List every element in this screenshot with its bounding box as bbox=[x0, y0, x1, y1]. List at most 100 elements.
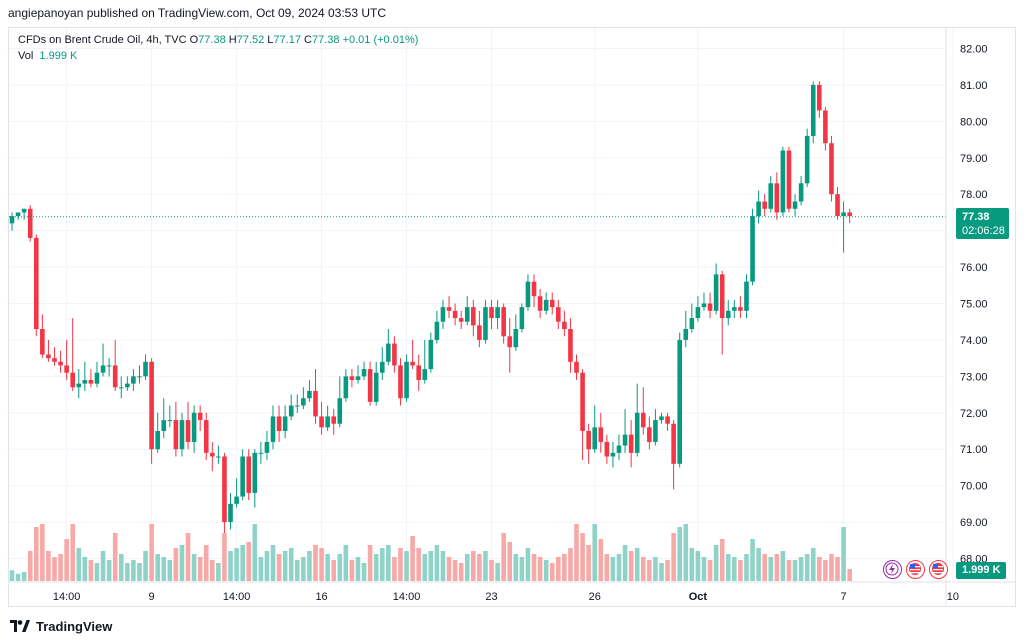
symbol-legend[interactable]: CFDs on Brent Crude Oil, 4h, TVC O77.38 … bbox=[18, 34, 418, 46]
candle-body bbox=[665, 416, 670, 424]
volume-bar bbox=[27, 551, 33, 581]
volume-bar bbox=[264, 551, 270, 581]
volume-bar bbox=[786, 560, 792, 581]
volume-bar bbox=[21, 572, 27, 581]
candle-body bbox=[695, 307, 701, 319]
chart-frame[interactable] bbox=[8, 27, 1016, 607]
candle-body bbox=[240, 456, 245, 497]
volume-bar bbox=[489, 560, 494, 581]
volume-bar bbox=[252, 524, 258, 581]
time-tick-label: 9 bbox=[149, 591, 155, 603]
time-tick-label: 10 bbox=[947, 591, 959, 603]
volume-bar bbox=[501, 533, 506, 581]
last-price-value: 77.38 bbox=[962, 211, 990, 223]
volume-bar bbox=[464, 554, 470, 581]
time-axis: 14:00 9 14:00 16 14:00 23 26 Oct 7 10 bbox=[9, 581, 1015, 603]
candle-body bbox=[112, 365, 118, 388]
volume-bar bbox=[392, 557, 397, 581]
volume-bar bbox=[40, 524, 45, 581]
candle-body bbox=[489, 307, 494, 319]
candle-body bbox=[88, 380, 94, 384]
price-tick-label: 71.00 bbox=[960, 444, 988, 456]
volume-bar bbox=[52, 557, 57, 581]
last-price-tag: 77.38 02:06:28 bbox=[956, 208, 1009, 239]
volume-bar bbox=[604, 554, 610, 581]
candle-body bbox=[574, 361, 579, 373]
volume-bar bbox=[701, 557, 707, 581]
candle-body bbox=[155, 431, 160, 450]
volume-bar bbox=[452, 560, 458, 581]
volume-bar bbox=[537, 557, 543, 581]
candle-body bbox=[288, 405, 294, 417]
price-tick-label: 69.00 bbox=[960, 517, 988, 529]
candle-body bbox=[719, 274, 725, 319]
dividend-event-icon[interactable] bbox=[883, 560, 902, 579]
volume-bar bbox=[64, 539, 69, 581]
volume-bar bbox=[556, 557, 561, 581]
candle-body bbox=[313, 390, 318, 417]
candle-body bbox=[464, 307, 470, 322]
footer-brand[interactable]: TradingView bbox=[10, 617, 112, 635]
volume-bar bbox=[9, 570, 15, 581]
volume-bar bbox=[379, 548, 385, 581]
candle-body bbox=[15, 212, 21, 217]
candle-body bbox=[519, 307, 525, 329]
candle-body bbox=[143, 361, 148, 377]
volume-bar bbox=[112, 533, 118, 581]
candle-body bbox=[100, 365, 106, 373]
candle-body bbox=[525, 281, 531, 308]
candle-body bbox=[118, 387, 124, 389]
candle-body bbox=[823, 110, 828, 144]
time-tick-label: 14:00 bbox=[53, 591, 81, 603]
candle-body bbox=[732, 307, 737, 311]
volume-bar bbox=[416, 548, 421, 581]
volume-bar bbox=[671, 533, 676, 581]
candle-body bbox=[343, 376, 349, 399]
candle-body bbox=[282, 416, 288, 431]
candle-body bbox=[683, 329, 689, 340]
volume-bar bbox=[434, 545, 440, 581]
high-label: H bbox=[228, 34, 237, 46]
volume-bar bbox=[628, 551, 634, 581]
us-economic-event-icon-2[interactable] bbox=[929, 560, 948, 579]
time-tick-label: 26 bbox=[589, 591, 601, 603]
candle-body bbox=[458, 318, 464, 322]
candle-body bbox=[452, 310, 458, 319]
candle-body bbox=[422, 369, 428, 380]
volume-bar bbox=[707, 560, 713, 581]
candle-body bbox=[640, 412, 646, 428]
volume-bar bbox=[683, 524, 689, 581]
volume-bar bbox=[647, 560, 652, 581]
candle-body bbox=[798, 183, 804, 202]
volume-bar bbox=[543, 560, 549, 581]
volume-bar bbox=[549, 563, 555, 581]
volume-legend[interactable]: Vol 1.999 K bbox=[18, 50, 77, 62]
volume-bar bbox=[568, 548, 573, 581]
candle-body bbox=[610, 452, 616, 457]
candle-body bbox=[27, 208, 33, 238]
volume-bar bbox=[495, 563, 500, 581]
volume-bar bbox=[149, 524, 154, 581]
low-value: 77.17 bbox=[273, 34, 301, 46]
candle-body bbox=[780, 150, 786, 213]
candle-body bbox=[58, 361, 63, 366]
volume-bar bbox=[33, 527, 39, 581]
volume-bar bbox=[810, 548, 816, 581]
volume-bar bbox=[610, 557, 616, 581]
us-economic-event-icon[interactable] bbox=[906, 560, 925, 579]
volume-bar bbox=[477, 554, 482, 581]
high-value: 77.52 bbox=[236, 34, 265, 46]
volume-bar bbox=[46, 551, 51, 581]
time-tick-label: 16 bbox=[315, 591, 327, 603]
volume-bar bbox=[689, 548, 695, 581]
candle-body bbox=[707, 303, 713, 311]
candle-body bbox=[556, 307, 561, 322]
candle-body bbox=[410, 361, 415, 366]
candle-body bbox=[738, 307, 743, 311]
candle-body bbox=[294, 405, 300, 407]
volume-bar bbox=[216, 563, 221, 581]
candle-body bbox=[203, 420, 209, 453]
candle-body bbox=[228, 503, 233, 523]
volume-bar bbox=[440, 551, 446, 581]
